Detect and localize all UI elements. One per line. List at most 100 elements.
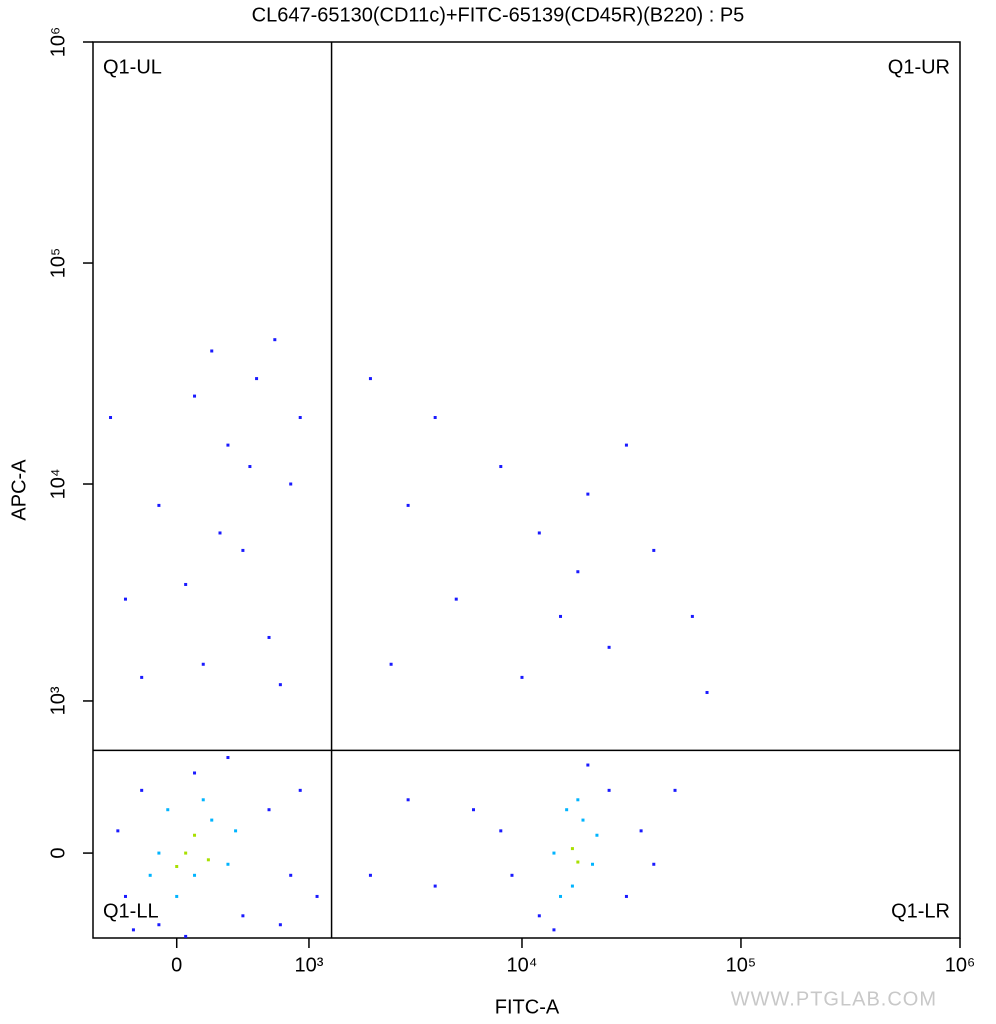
event-dot: [607, 645, 611, 649]
event-dot: [406, 798, 410, 802]
event-dot: [193, 833, 197, 837]
x-tick-label: 0: [171, 954, 182, 976]
event-dot: [241, 914, 245, 918]
event-dot: [510, 873, 514, 877]
event-dot: [278, 683, 282, 687]
event-dot: [581, 818, 585, 822]
event-dot: [570, 847, 574, 851]
event-dot: [406, 503, 410, 507]
event-dot: [433, 416, 437, 420]
event-dot: [123, 894, 127, 898]
event-dot: [184, 851, 188, 855]
y-tick-label: 10³: [47, 686, 69, 715]
event-dot: [109, 416, 113, 420]
event-dot: [298, 416, 302, 420]
event-dot: [218, 531, 222, 535]
event-dot: [576, 798, 580, 802]
event-dot: [175, 864, 179, 868]
event-dot: [607, 788, 611, 792]
event-dot: [576, 570, 580, 574]
event-dot: [248, 465, 252, 469]
event-dot: [184, 934, 188, 938]
event-dot: [201, 662, 205, 666]
event-dot: [389, 662, 393, 666]
x-tick-label: 10³: [295, 954, 324, 976]
event-dot: [226, 862, 230, 866]
event-dot: [673, 788, 677, 792]
event-dot: [499, 465, 503, 469]
quadrant-label: Q1-UR: [888, 56, 950, 78]
y-tick-label: 0: [47, 848, 69, 859]
event-dot: [595, 833, 599, 837]
quadrant-label: Q1-UL: [103, 56, 162, 78]
x-axis-label: FITC-A: [495, 996, 560, 1018]
event-dot: [624, 443, 628, 447]
x-tick-label: 10⁵: [726, 954, 757, 976]
event-dot: [559, 614, 563, 618]
event-dot: [576, 860, 580, 864]
event-dot: [652, 862, 656, 866]
event-dot: [255, 377, 259, 381]
event-dot: [289, 482, 293, 486]
event-dot: [273, 338, 277, 342]
event-dot: [289, 873, 293, 877]
event-dot: [690, 614, 694, 618]
quadrant-label: Q1-LL: [103, 900, 159, 922]
event-dot: [433, 884, 437, 888]
event-dot: [552, 851, 556, 855]
event-dot: [206, 858, 210, 862]
event-dot: [234, 829, 238, 833]
event-dot: [559, 894, 563, 898]
event-dot: [116, 829, 120, 833]
event-dot: [184, 582, 188, 586]
event-dot: [157, 851, 161, 855]
quadrant-label: Q1-LR: [891, 900, 950, 922]
event-dot: [193, 873, 197, 877]
event-dot: [499, 829, 503, 833]
event-dot: [166, 808, 170, 812]
y-tick-label: 10⁴: [47, 469, 69, 500]
event-dot: [148, 873, 152, 877]
event-dot: [368, 873, 372, 877]
event-dot: [175, 894, 179, 898]
event-dot: [705, 690, 709, 694]
event-dot: [298, 788, 302, 792]
event-dot: [639, 829, 643, 833]
event-dot: [157, 503, 161, 507]
event-dot: [140, 675, 144, 679]
event-dot: [652, 548, 656, 552]
event-dot: [193, 394, 197, 398]
event-dot: [537, 531, 541, 535]
event-dot: [241, 548, 245, 552]
event-dot: [315, 894, 319, 898]
event-dot: [267, 808, 271, 812]
event-dot: [565, 808, 569, 812]
event-dot: [210, 349, 214, 353]
event-dot: [368, 377, 372, 381]
event-dot: [131, 928, 135, 932]
y-tick-label: 10⁶: [47, 27, 69, 57]
event-dot: [201, 798, 205, 802]
event-dot: [454, 597, 458, 601]
x-tick-label: 10⁴: [507, 954, 538, 976]
plot-frame: [92, 41, 961, 939]
chart-title: CL647-65130(CD11c)+FITC-65139(CD45R)(B22…: [252, 4, 745, 26]
y-tick-label: 10⁵: [47, 248, 69, 279]
event-dot: [552, 928, 556, 932]
watermark: WWW.PTGLAB.COM: [731, 988, 937, 1010]
event-dot: [226, 443, 230, 447]
event-dot: [140, 788, 144, 792]
event-dot: [624, 894, 628, 898]
event-dot: [591, 862, 595, 866]
event-dot: [586, 492, 590, 496]
event-dot: [267, 635, 271, 639]
event-dot: [193, 771, 197, 775]
event-dot: [537, 914, 541, 918]
event-dot: [570, 884, 574, 888]
event-dot: [226, 756, 230, 760]
event-dot: [123, 597, 127, 601]
y-axis-label: APC-A: [8, 459, 30, 521]
event-dot: [586, 763, 590, 767]
event-dot: [157, 923, 161, 927]
